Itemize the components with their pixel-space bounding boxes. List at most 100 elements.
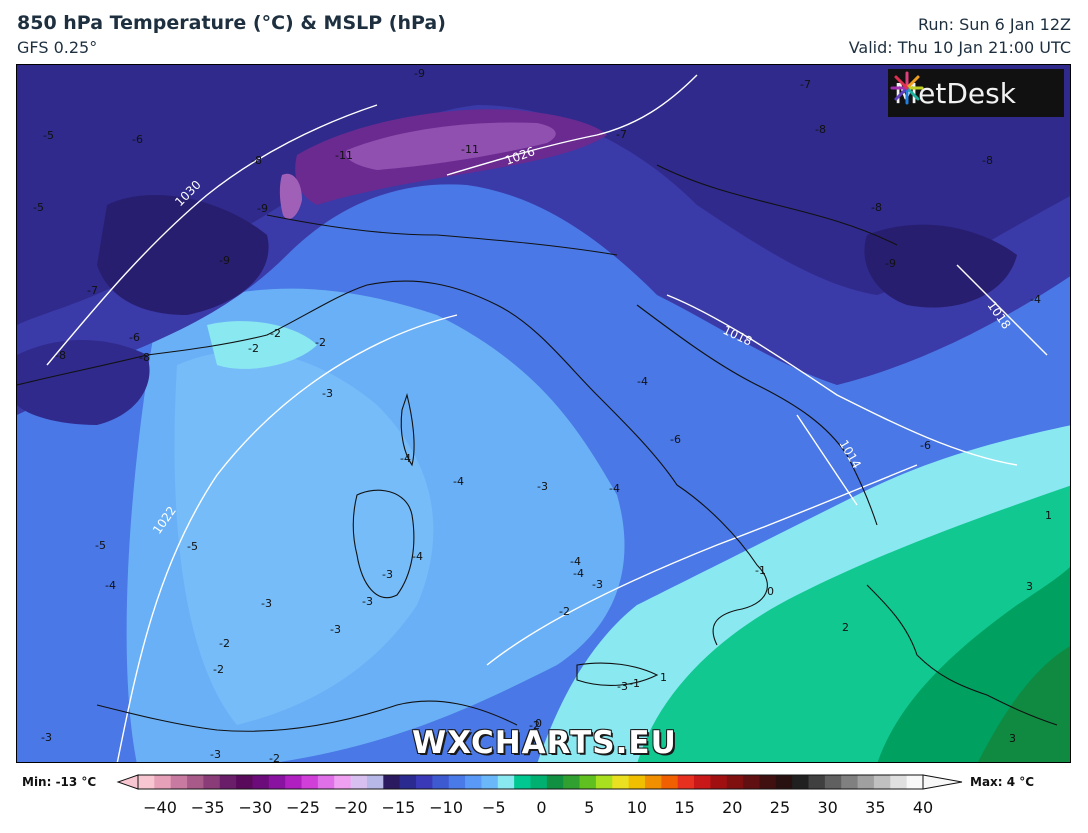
temp-label: -2 (315, 336, 326, 349)
colorbar-swatch (890, 775, 908, 789)
temp-label: -6 (670, 433, 681, 446)
temp-label: 3 (1009, 732, 1016, 745)
colorbar-swatch (350, 775, 368, 789)
colorbar-swatch (301, 775, 319, 789)
temp-label: -5 (33, 201, 44, 214)
temp-label: -3 (537, 480, 548, 493)
temp-label: -9 (885, 257, 896, 270)
temp-label: 2 (842, 621, 849, 634)
temp-label: -2 (248, 342, 259, 355)
temp-label: -8 (982, 154, 993, 167)
border-central-europe (656, 164, 898, 246)
temp-label: -4 (570, 555, 581, 568)
colorbar-swatch (285, 775, 303, 789)
colorbar-tick-label: 20 (722, 798, 743, 817)
colorbar-swatch (252, 775, 270, 789)
model-label: GFS 0.25° (17, 38, 98, 57)
colorbar-swatch (628, 775, 646, 789)
colorbar-swatch (661, 775, 679, 789)
coastline-north-africa (96, 700, 518, 732)
colorbar-swatch (219, 775, 237, 789)
temp-label: -3 (617, 680, 628, 693)
temp-label: -4 (412, 550, 423, 563)
temp-label: -3 (362, 595, 373, 608)
temp-label: -4 (1030, 293, 1041, 306)
coastline-greece (866, 584, 1058, 726)
temp-label: -5 (95, 539, 106, 552)
colorbar: Min: -13 °C Max: 4 °C −40 −35 −30 −25 −20 −15… (0, 766, 1088, 833)
colorbar-swatch (612, 775, 630, 789)
colorbar-swatch (317, 775, 335, 789)
temp-label: -7 (87, 284, 98, 297)
colorbar-swatch (563, 775, 581, 789)
colorbar-min-label: Min: -13 °C (22, 775, 97, 789)
colorbar-tick-label: 10 (626, 798, 648, 817)
temp-label: -6 (132, 133, 143, 146)
colorbar-swatch (759, 775, 777, 789)
colorbar-swatch (497, 775, 515, 789)
colorbar-swatch (268, 775, 286, 789)
temp-band-minus9-west (97, 195, 269, 315)
temp-label: -7 (800, 78, 811, 91)
colorbar-tick-label: −35 (190, 798, 225, 817)
colorbar-scale (116, 774, 963, 790)
temp-label: -9 (414, 67, 425, 80)
coastline-adriatic-east (636, 304, 878, 526)
isobar-1014 (796, 414, 858, 506)
temp-label: 0 (767, 585, 774, 598)
temp-label: -3 (322, 387, 333, 400)
isobar-1018 (666, 294, 1018, 466)
colorbar-swatch (824, 775, 842, 789)
colorbar-border (137, 774, 924, 790)
temp-label: -4 (400, 452, 411, 465)
colorbar-swatch (841, 775, 859, 789)
colorbar-tick-label: −40 (143, 798, 177, 817)
temp-label: -8 (815, 123, 826, 136)
metdesk-logo: MetDesk (888, 69, 1064, 117)
temp-label: 1 (660, 671, 667, 684)
temp-label: -9 (219, 254, 230, 267)
colorbar-swatch (644, 775, 662, 789)
coastline-north-med (17, 280, 768, 646)
colorbar-swatch (595, 775, 613, 789)
colorbar-tick-label: −5 (482, 798, 506, 817)
colorbar-swatch (366, 775, 384, 789)
colorbar-tick-label: −10 (429, 798, 464, 817)
colorbar-swatch (677, 775, 695, 789)
temp-label: -3 (210, 748, 221, 761)
temp-label: -4 (453, 475, 464, 488)
temperature-labels: -5 -6 -9 -5 -7 -6 -8 -11 -11 -7 -9 -9 -7… (33, 67, 1052, 762)
colorbar-swatch (775, 775, 793, 789)
colorbar-tick-label: 40 (912, 798, 934, 817)
temp-band-plus3 (978, 646, 1070, 762)
colorbar-tick-label: 25 (769, 798, 791, 817)
temp-label: -4 (105, 579, 116, 592)
colorbar-max-arrow (922, 774, 963, 790)
colorbar-swatch (726, 775, 744, 789)
temp-label: -6 (129, 331, 140, 344)
colorbar-swatch (546, 775, 564, 789)
colorbar-max-label: Max: 4 °C (970, 775, 1035, 789)
temp-label: -1 (629, 677, 640, 690)
colorbar-swatch (873, 775, 891, 789)
isobar-1030 (46, 104, 378, 366)
colorbar-swatch (808, 775, 826, 789)
temp-label: -9 (257, 202, 268, 215)
colorbar-swatch (416, 775, 433, 789)
temp-label: -3 (592, 578, 603, 591)
temp-label: -5 (187, 540, 198, 553)
run-label: Run: Sun 6 Jan 12Z (917, 15, 1071, 34)
colorbar-swatch (432, 775, 450, 789)
colorbar-tick-label: 0 (536, 798, 547, 817)
colorbar-swatch (792, 775, 810, 789)
colorbar-swatch (138, 775, 155, 789)
corsica-outline (400, 393, 415, 467)
temp-label: -3 (382, 568, 393, 581)
colorbar-swatch (203, 775, 221, 789)
isobar-1022 (116, 314, 458, 762)
sicily-outline (576, 662, 659, 686)
sardinia-outline (352, 489, 415, 598)
temp-label: -2 (219, 637, 230, 650)
colorbar-tick-label: 35 (865, 798, 886, 817)
colorbar-tick-label: −30 (238, 798, 273, 817)
